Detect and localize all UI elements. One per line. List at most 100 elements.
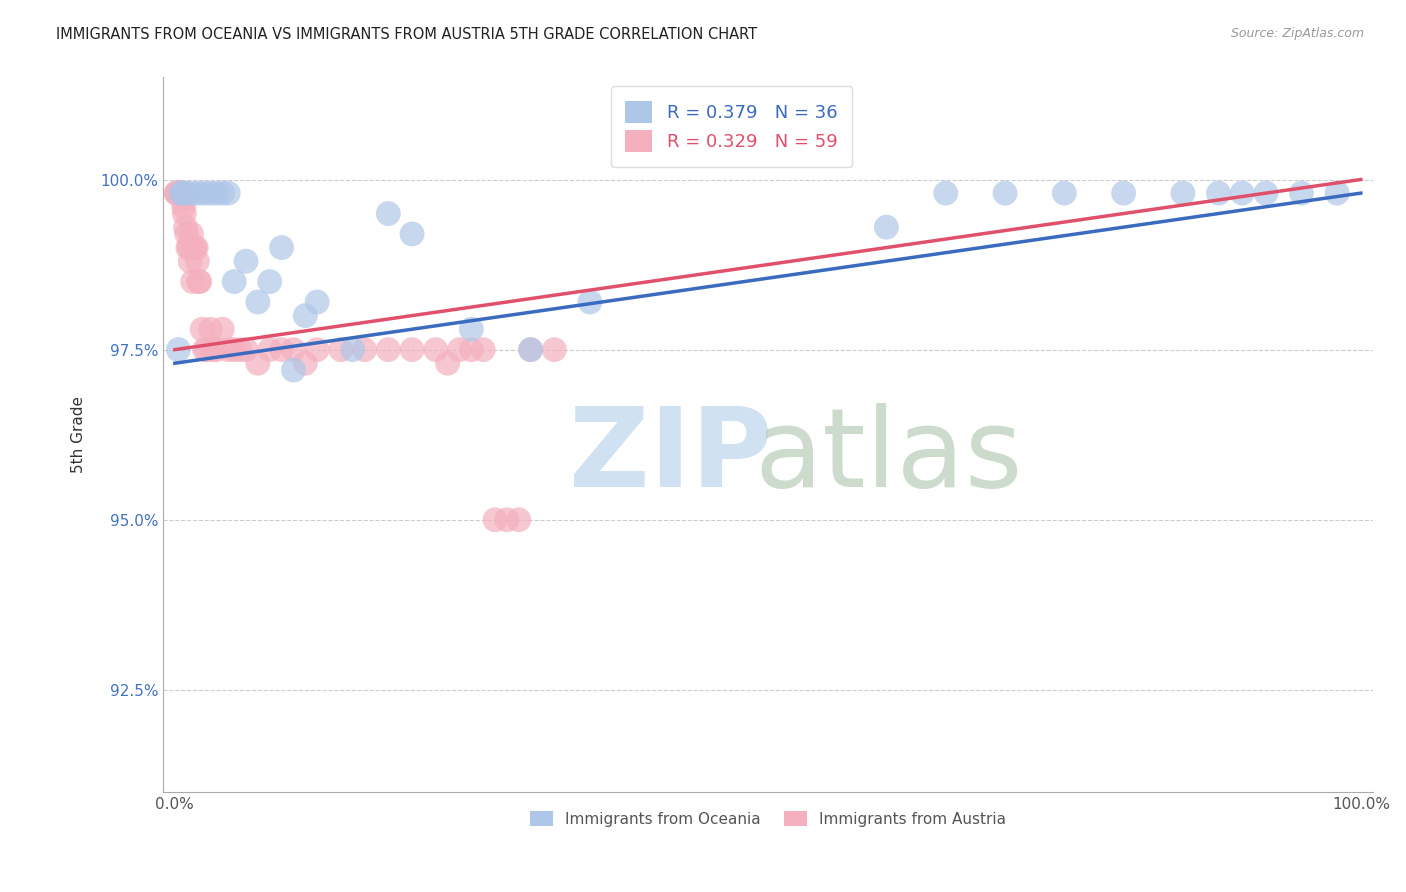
Point: [1208, 186, 1230, 201]
Point: [229, 343, 252, 357]
Point: [377, 206, 399, 220]
Point: [183, 241, 205, 255]
Point: [165, 186, 187, 201]
Point: [401, 227, 423, 241]
Y-axis label: 5th Grade: 5th Grade: [72, 396, 86, 473]
Point: [1112, 186, 1135, 201]
Point: [283, 343, 305, 357]
Point: [193, 186, 215, 201]
Point: [259, 343, 281, 357]
Point: [235, 343, 257, 357]
Point: [935, 186, 957, 201]
Point: [401, 343, 423, 357]
Point: [270, 241, 292, 255]
Point: [294, 356, 316, 370]
Point: [377, 343, 399, 357]
Point: [579, 295, 602, 310]
Point: [181, 186, 204, 201]
Point: [246, 295, 269, 310]
Point: [174, 220, 197, 235]
Point: [259, 275, 281, 289]
Legend: Immigrants from Oceania, Immigrants from Austria: Immigrants from Oceania, Immigrants from…: [522, 803, 1014, 834]
Text: ZIP: ZIP: [569, 402, 773, 509]
Point: [167, 186, 190, 201]
Point: [195, 343, 218, 357]
Point: [169, 186, 191, 201]
Point: [1326, 186, 1348, 201]
Point: [172, 193, 194, 207]
Point: [519, 343, 541, 357]
Point: [173, 206, 195, 220]
Text: Source: ZipAtlas.com: Source: ZipAtlas.com: [1230, 27, 1364, 40]
Point: [167, 186, 190, 201]
Point: [449, 343, 471, 357]
Point: [169, 186, 191, 201]
Point: [460, 343, 482, 357]
Point: [188, 275, 211, 289]
Point: [307, 343, 329, 357]
Point: [166, 186, 188, 201]
Point: [342, 343, 364, 357]
Point: [176, 227, 198, 241]
Point: [472, 343, 495, 357]
Point: [186, 241, 208, 255]
Point: [1171, 186, 1194, 201]
Point: [224, 275, 246, 289]
Point: [184, 241, 207, 255]
Point: [205, 343, 228, 357]
Point: [353, 343, 375, 357]
Point: [224, 343, 246, 357]
Point: [200, 186, 222, 201]
Point: [193, 343, 215, 357]
Point: [170, 186, 193, 201]
Point: [170, 186, 193, 201]
Point: [235, 254, 257, 268]
Point: [187, 186, 209, 201]
Point: [283, 363, 305, 377]
Point: [294, 309, 316, 323]
Point: [460, 322, 482, 336]
Point: [166, 186, 188, 201]
Point: [496, 513, 519, 527]
Point: [543, 343, 565, 357]
Point: [170, 186, 193, 201]
Point: [181, 275, 204, 289]
Text: IMMIGRANTS FROM OCEANIA VS IMMIGRANTS FROM AUSTRIA 5TH GRADE CORRELATION CHART: IMMIGRANTS FROM OCEANIA VS IMMIGRANTS FR…: [56, 27, 758, 42]
Point: [1053, 186, 1076, 201]
Point: [270, 343, 292, 357]
Point: [201, 343, 224, 357]
Point: [508, 513, 530, 527]
Point: [1254, 186, 1277, 201]
Point: [187, 275, 209, 289]
Point: [994, 186, 1017, 201]
Point: [329, 343, 352, 357]
Point: [425, 343, 447, 357]
Point: [166, 186, 188, 201]
Point: [436, 356, 458, 370]
Point: [173, 200, 195, 214]
Point: [217, 343, 239, 357]
Point: [191, 322, 214, 336]
Point: [172, 186, 194, 201]
Point: [179, 254, 201, 268]
Point: [875, 220, 897, 235]
Point: [177, 241, 200, 255]
Point: [1232, 186, 1254, 201]
Point: [211, 322, 233, 336]
Point: [200, 322, 222, 336]
Point: [205, 186, 228, 201]
Point: [167, 343, 190, 357]
Point: [170, 186, 193, 201]
Point: [484, 513, 506, 527]
Point: [186, 254, 208, 268]
Point: [172, 186, 194, 201]
Point: [246, 356, 269, 370]
Point: [211, 186, 233, 201]
Point: [307, 295, 329, 310]
Text: atlas: atlas: [755, 402, 1024, 509]
Point: [217, 186, 239, 201]
Point: [519, 343, 541, 357]
Point: [180, 227, 202, 241]
Point: [176, 186, 198, 201]
Point: [1291, 186, 1313, 201]
